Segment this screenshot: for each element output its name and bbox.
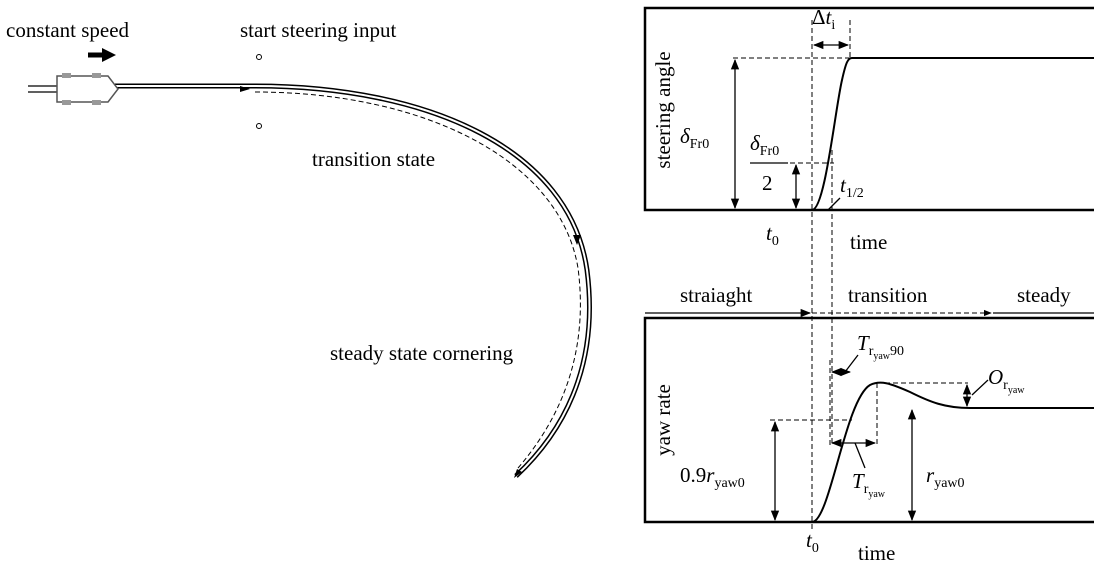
math-main: T (857, 331, 870, 355)
math-label: Δti (812, 5, 835, 33)
math-prefix: Δ (812, 5, 826, 29)
math-main: δ (750, 131, 761, 155)
label: transition state (312, 147, 435, 171)
math-sub: 1/2 (846, 186, 864, 201)
steering-plot (643, 6, 1094, 530)
phase-label: transition (848, 283, 928, 307)
math-sub: 0 (772, 234, 779, 249)
y-axis-label: yaw rate (651, 384, 675, 456)
math-sub: i (831, 18, 835, 33)
math-label: Tryaw90 (857, 331, 904, 362)
math-prefix: 0.9 (680, 463, 706, 487)
math-main: t (806, 528, 813, 552)
math-subsub: yaw (873, 351, 890, 362)
x-axis-label: time (858, 541, 895, 565)
math-sub: r (1003, 378, 1008, 393)
math-main: r (706, 463, 715, 487)
math-label: Oryaw (988, 365, 1025, 396)
math-main: t (826, 5, 833, 29)
yaw-plot (643, 316, 1094, 524)
math-sub: Fr0 (690, 137, 709, 152)
math-sub: 0 (812, 541, 819, 556)
math-main: δ (680, 124, 691, 148)
math-subsub: yaw (868, 489, 885, 500)
vehicle-path (28, 48, 592, 478)
math-label: 2 (762, 171, 773, 195)
math-subsub: yaw (1008, 385, 1025, 396)
math-label: 0.9ryaw0 (680, 463, 745, 491)
math-main: O (988, 365, 1003, 389)
phase-label: steady (1017, 283, 1071, 307)
math-main: t (840, 173, 847, 197)
math-tail: 90 (890, 344, 904, 359)
math-label: δFr0 (750, 131, 779, 159)
math-label: Tryaw (852, 469, 886, 500)
y-axis-label: steering angle (651, 51, 675, 168)
x-axis-label: time (850, 230, 887, 254)
label: constant speed (6, 18, 130, 42)
math-sub: Fr0 (760, 144, 779, 159)
math-sub: yaw0 (714, 476, 744, 491)
math-main: T (852, 469, 865, 493)
label: steady state cornering (330, 341, 514, 365)
math-label: t1/2 (840, 173, 864, 201)
math-label: t0 (806, 528, 819, 556)
label: start steering input (240, 18, 396, 42)
math-label: ryaw0 (926, 463, 965, 491)
math-main: r (926, 463, 935, 487)
phase-label: straiaght (680, 283, 752, 307)
math-main: t (766, 221, 773, 245)
math-sub: yaw0 (934, 476, 964, 491)
math-sub: r (864, 482, 869, 497)
math-sub: r (869, 344, 874, 359)
math-label: t0 (766, 221, 779, 249)
math-label: δFr0 (680, 124, 709, 152)
